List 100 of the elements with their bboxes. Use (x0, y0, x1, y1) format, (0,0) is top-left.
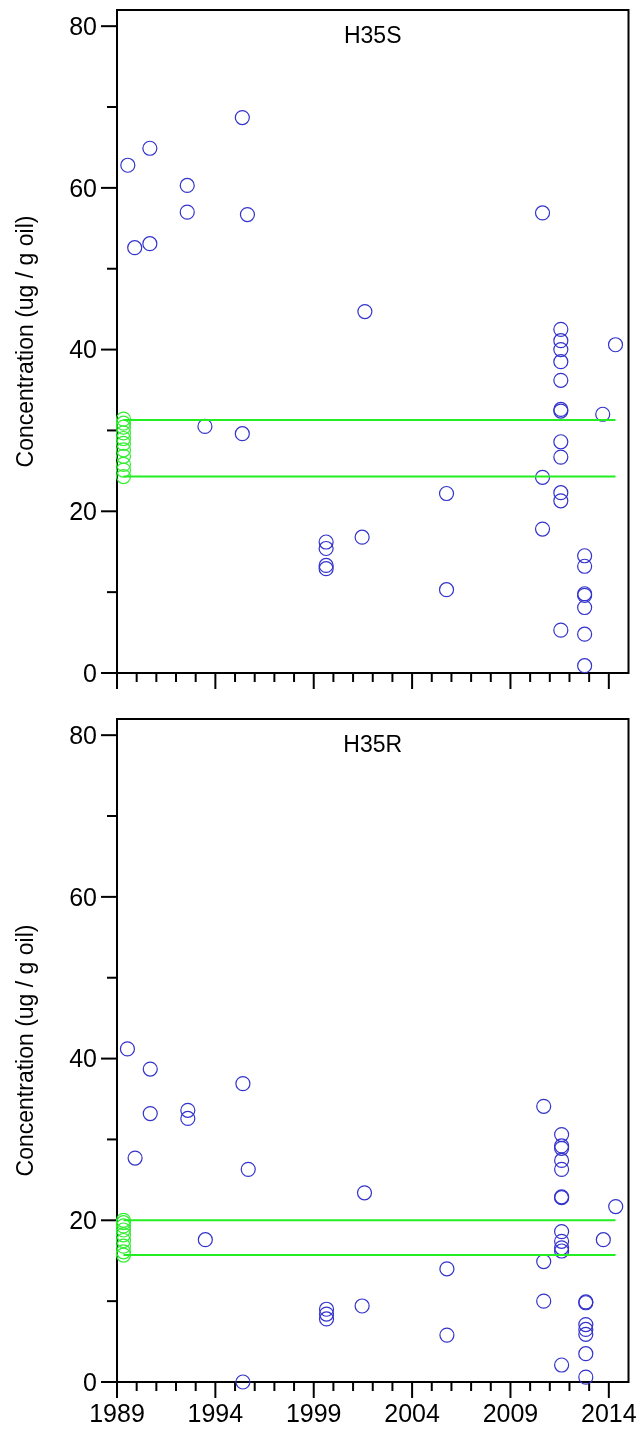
x-tick-label: 1999 (285, 1399, 342, 1427)
y-tick-label: 80 (69, 720, 97, 749)
point (318, 534, 334, 550)
text: H35S (343, 22, 402, 48)
point (115, 456, 132, 472)
y-tick-label: 40 (69, 1044, 97, 1073)
point (235, 1374, 251, 1390)
point (534, 521, 551, 537)
point (536, 1098, 552, 1114)
point (115, 430, 132, 447)
point (438, 582, 455, 598)
y-axis-title: Concentration (ug / g oil) (12, 215, 38, 468)
point (578, 1346, 594, 1362)
point (234, 426, 250, 442)
point (553, 434, 569, 450)
point (142, 1061, 158, 1077)
point (607, 337, 624, 353)
point (554, 1224, 570, 1240)
point (438, 485, 455, 502)
point (318, 1311, 335, 1327)
x-tick-label: 1989 (89, 1399, 145, 1427)
point (318, 561, 334, 577)
point (318, 557, 334, 574)
x-tick-label: 2004 (384, 1399, 440, 1427)
point (553, 333, 569, 349)
point (534, 205, 551, 221)
x-tick-label: 2009 (482, 1399, 539, 1427)
point (180, 1102, 196, 1118)
point (239, 206, 256, 223)
point (553, 321, 569, 337)
point (554, 1161, 570, 1177)
point (115, 448, 132, 464)
x-tick-label: 2014 (581, 1399, 637, 1427)
point (179, 204, 195, 220)
point (115, 462, 132, 478)
y-tick-label: 0 (83, 658, 97, 687)
point (577, 548, 593, 564)
y-tick-label: 20 (69, 1206, 97, 1235)
point (536, 1293, 552, 1309)
point (115, 1222, 132, 1238)
point (553, 449, 569, 465)
y-tick-label: 20 (69, 497, 97, 526)
point (142, 1105, 158, 1122)
point (115, 1227, 132, 1243)
point (534, 469, 551, 485)
point (127, 1150, 143, 1166)
point (357, 303, 373, 320)
point (595, 1232, 611, 1248)
point (115, 1232, 132, 1249)
point (578, 1316, 594, 1333)
point (197, 1232, 213, 1248)
y-tick-label: 0 (83, 1367, 97, 1396)
point (554, 1152, 570, 1169)
point (115, 425, 132, 441)
point (115, 411, 132, 427)
point (115, 442, 132, 458)
point (197, 418, 213, 434)
point (115, 435, 132, 451)
y-tick-label: 60 (69, 882, 97, 911)
point (554, 1233, 570, 1249)
point (120, 157, 136, 173)
point (439, 1327, 455, 1343)
point (553, 354, 569, 370)
point (554, 1126, 570, 1143)
point (318, 1301, 335, 1317)
point (578, 1369, 594, 1385)
point (115, 468, 132, 485)
point (235, 1076, 251, 1092)
point (318, 1306, 335, 1322)
point (240, 1161, 256, 1177)
point (127, 240, 143, 256)
y-tick-label: 80 (69, 11, 97, 40)
point (553, 622, 569, 638)
point (553, 485, 569, 501)
point (608, 1198, 624, 1215)
point (577, 658, 593, 674)
point (354, 1298, 370, 1314)
point (142, 236, 158, 252)
point (595, 406, 611, 422)
point (578, 1321, 594, 1338)
point (553, 493, 569, 509)
point (180, 1110, 196, 1127)
text: H35R (343, 731, 403, 757)
point (554, 1357, 570, 1373)
point (577, 558, 593, 574)
point (577, 626, 593, 642)
point (318, 540, 334, 557)
point (179, 177, 195, 194)
y-tick-label: 60 (69, 173, 97, 202)
point (577, 599, 593, 616)
point (234, 109, 250, 126)
point (142, 140, 158, 156)
point (115, 415, 132, 431)
point (578, 1326, 594, 1342)
point (553, 341, 569, 358)
point (439, 1261, 455, 1277)
point (115, 419, 132, 435)
point (115, 1238, 132, 1254)
point (356, 1185, 373, 1201)
point (553, 372, 569, 388)
